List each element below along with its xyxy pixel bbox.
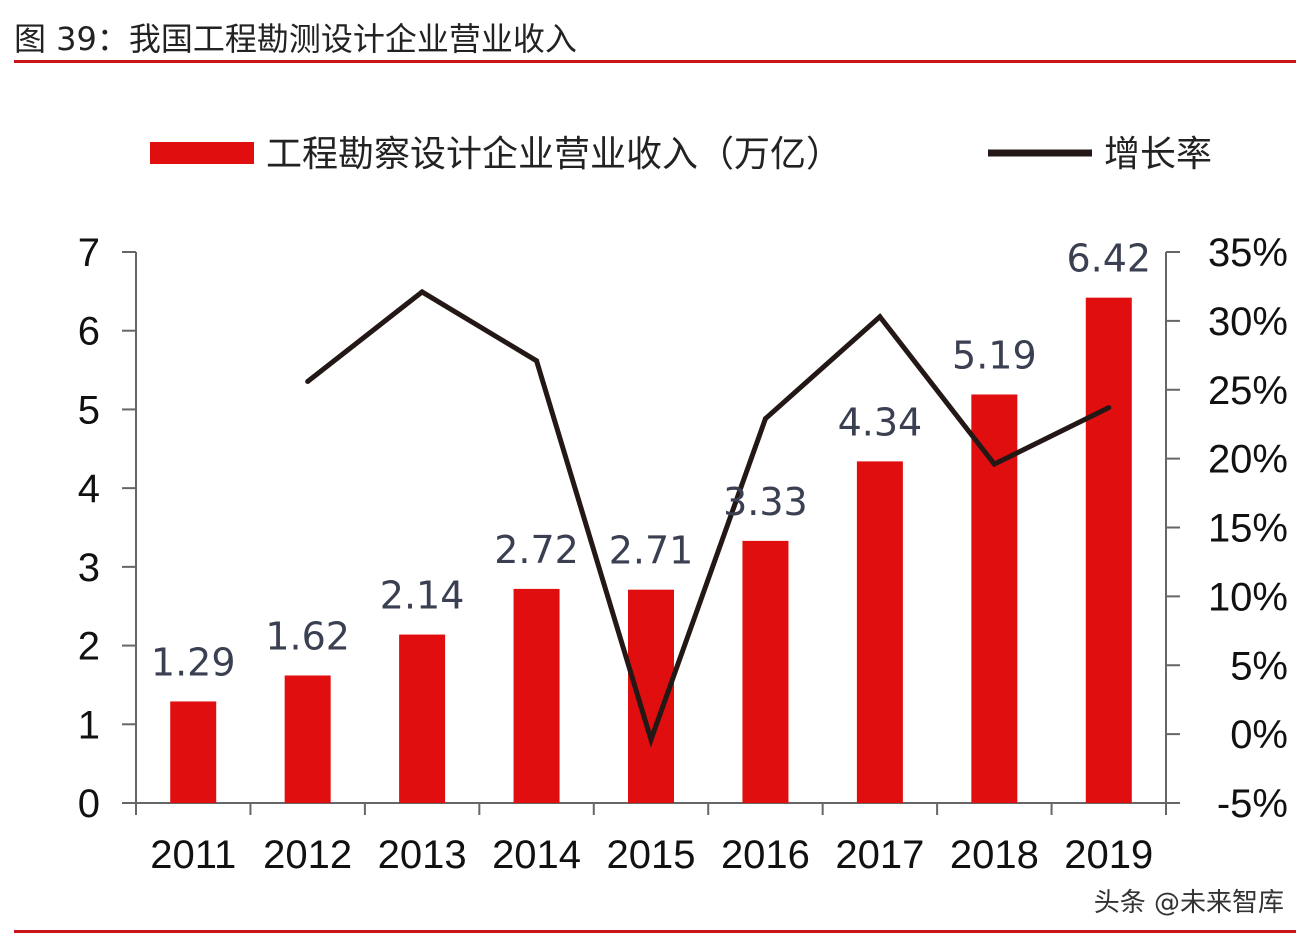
right-axis-tick-label: 20% — [1208, 438, 1288, 482]
bar-value-label: 2.71 — [609, 529, 694, 573]
bar-value-label: 2.14 — [380, 574, 465, 618]
bar — [284, 675, 331, 803]
left-axis-tick-label: 4 — [78, 467, 100, 511]
figure-title: 图 39：我国工程勘测设计企业营业收入 — [14, 20, 577, 58]
growth-point — [305, 378, 311, 384]
x-axis-tick-label: 2016 — [721, 833, 810, 877]
bar-value-label: 2.72 — [494, 528, 579, 572]
legend-bar-swatch — [150, 142, 254, 164]
bar — [856, 461, 903, 803]
bar-value-label: 4.34 — [838, 400, 923, 444]
bar — [170, 701, 217, 803]
right-axis-tick-label: 30% — [1208, 300, 1288, 344]
x-axis-tick-label: 2013 — [378, 833, 467, 877]
growth-point — [534, 358, 540, 364]
x-axis-tick-label: 2012 — [263, 833, 352, 877]
x-axis-tick-label: 2015 — [607, 833, 696, 877]
bar-value-label: 1.29 — [151, 640, 236, 684]
left-axis-tick-label: 3 — [78, 546, 100, 590]
axes: 0 1 2 3 4 5 6 7 -5% 0% 5% 10% 15% 20% 25% 30% 35% 2011 201… — [78, 231, 1288, 877]
right-axis-tick-label: 5% — [1230, 644, 1288, 688]
growth-point — [762, 416, 768, 422]
bar — [513, 588, 560, 803]
growth-point — [648, 737, 654, 743]
bar-value-label: 5.19 — [952, 333, 1037, 377]
growth-line-path — [306, 288, 1110, 748]
x-axis-tick-label: 2014 — [492, 833, 581, 877]
right-axis-tick-label: -5% — [1217, 782, 1288, 826]
right-axis-tick-label: 25% — [1208, 369, 1288, 413]
figure-header: 图 39：我国工程勘测设计企业营业收入 — [14, 8, 1296, 63]
growth-point — [1106, 405, 1112, 411]
chart-legend: 工程勘察设计企业营业收入（万亿） 增长率 — [150, 134, 1212, 175]
growth-point — [991, 461, 997, 467]
left-axis-tick-label: 6 — [78, 310, 100, 354]
x-axis-tick-label: 2019 — [1064, 833, 1153, 877]
x-axis-tick-label: 2011 — [150, 833, 236, 877]
bar-value-label: 1.62 — [265, 614, 350, 658]
bar — [399, 634, 446, 803]
legend-bar-label: 工程勘察设计企业营业收入（万亿） — [266, 134, 842, 175]
right-axis-tick-label: 35% — [1208, 231, 1288, 275]
left-axis-tick-label: 1 — [78, 703, 100, 747]
growth-line — [305, 288, 1112, 748]
growth-point — [877, 314, 883, 320]
left-axis-tick-label: 5 — [78, 388, 100, 432]
x-axis-tick-label: 2018 — [950, 833, 1039, 877]
legend-line-label: 增长率 — [1104, 134, 1212, 175]
right-axis-tick-label: 0% — [1230, 713, 1288, 757]
bars — [170, 297, 1132, 803]
x-axis-tick-label: 2017 — [835, 833, 924, 877]
bar-value-label: 6.42 — [1066, 237, 1151, 281]
left-axis-tick-label: 0 — [78, 782, 100, 826]
left-axis-tick-label: 2 — [78, 625, 100, 669]
footer-divider — [14, 930, 1296, 933]
right-axis-tick-label: 15% — [1208, 507, 1288, 551]
growth-point — [419, 289, 425, 295]
right-axis-tick-label: 10% — [1208, 575, 1288, 619]
bar-value-label: 3.33 — [723, 480, 808, 524]
left-axis-tick-label: 7 — [78, 231, 100, 275]
watermark: 头条 @未来智库 — [1093, 888, 1284, 918]
bar — [742, 540, 789, 803]
bar — [1085, 297, 1132, 803]
data-labels: 1.29 1.62 2.14 2.72 2.71 3.33 4.34 5.19 6.42 — [151, 237, 1151, 685]
